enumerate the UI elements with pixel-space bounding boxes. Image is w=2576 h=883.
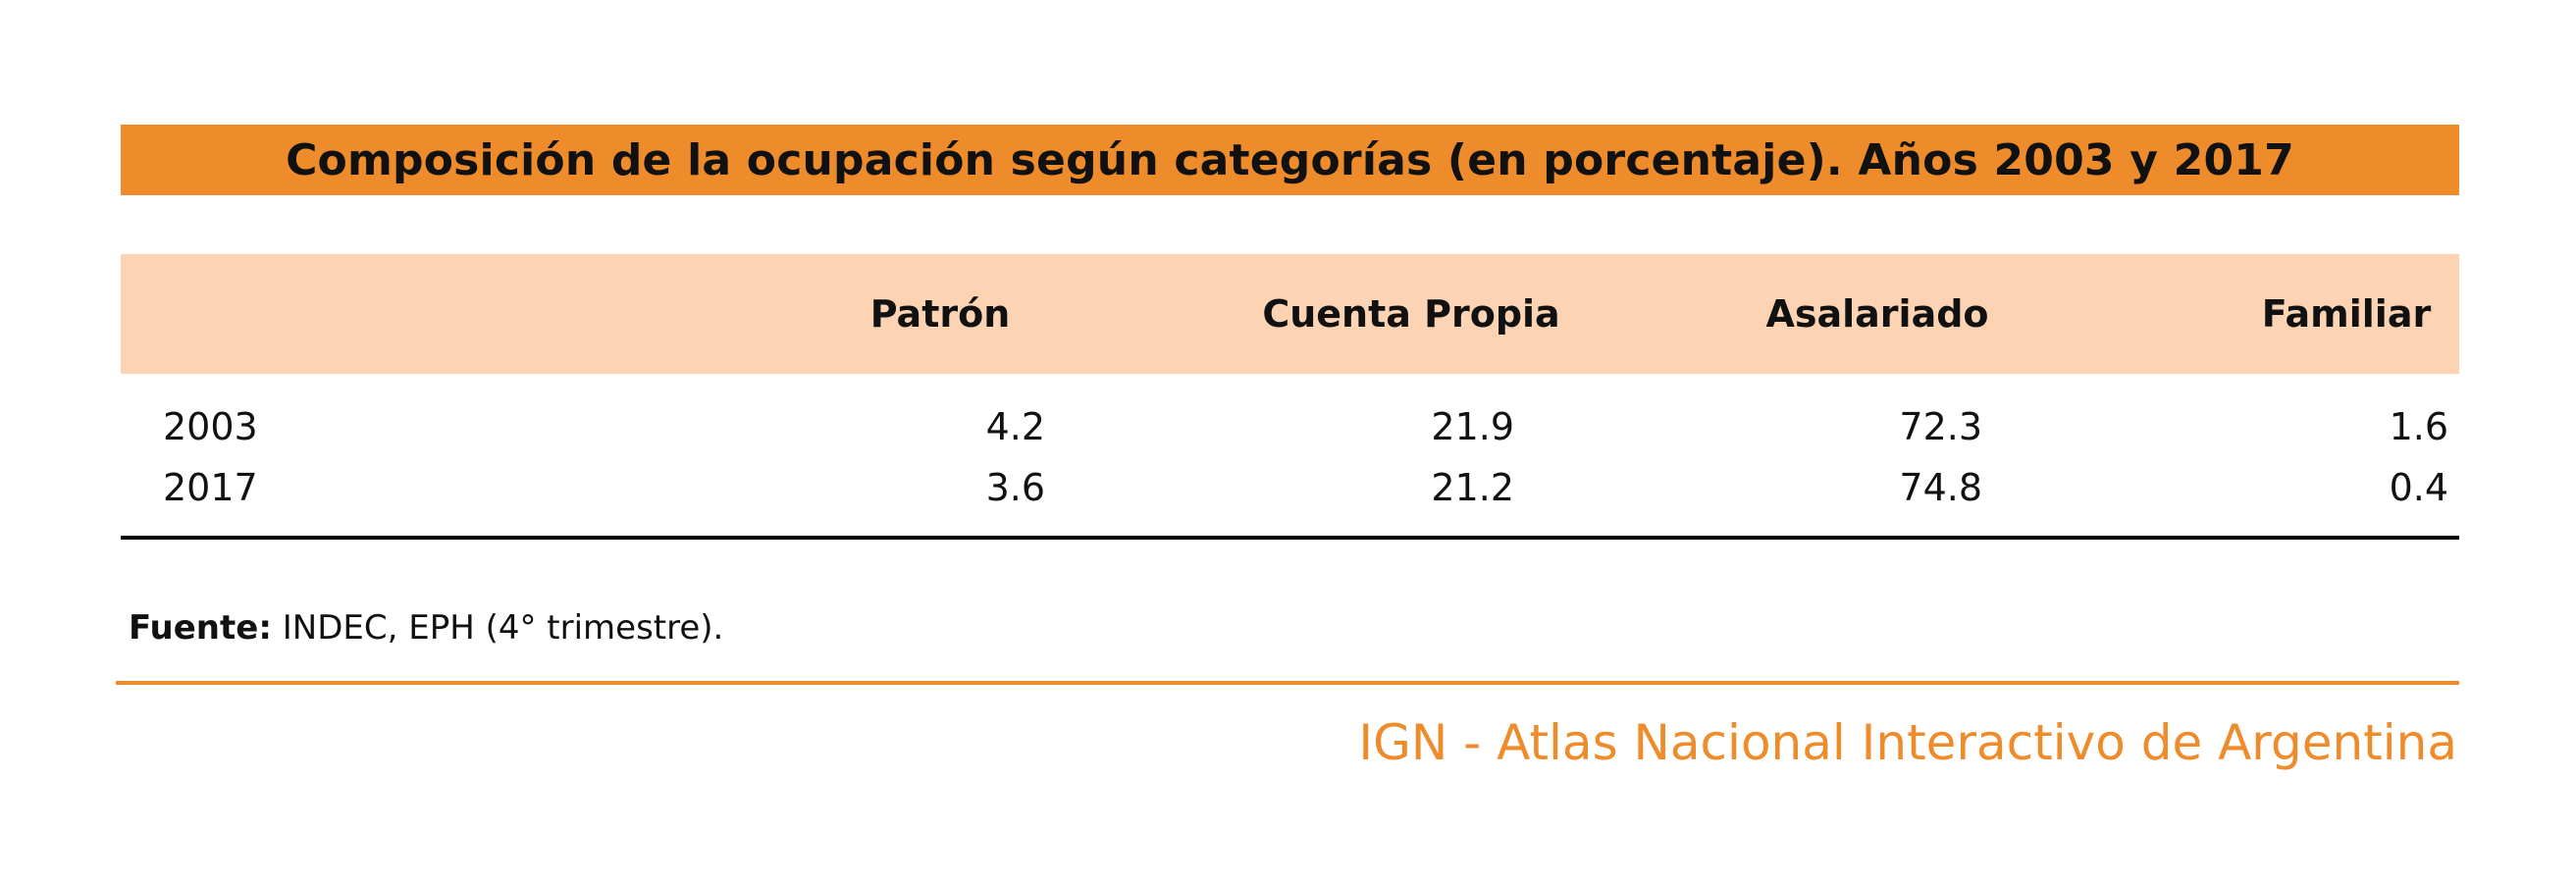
footer-brand: IGN - Atlas Nacional Interactivo de Arge…	[1358, 714, 2457, 771]
table-bottom-rule	[121, 536, 2459, 540]
column-header-cuenta-propia: Cuenta Propia	[1262, 292, 1560, 336]
source-label: Fuente:	[129, 608, 272, 648]
column-header-familiar: Familiar	[2261, 292, 2432, 336]
title-bar: Composición de la ocupación según catego…	[121, 125, 2459, 195]
table-cell: 4.2	[985, 405, 1045, 448]
table-cell: 1.6	[2389, 405, 2448, 448]
row-label-2003: 2003	[163, 405, 258, 448]
column-header-patron: Patrón	[869, 292, 1011, 336]
table-title: Composición de la ocupación según catego…	[286, 134, 2294, 185]
table-cell: 21.9	[1431, 405, 1514, 448]
table-header-band: Patrón Cuenta Propia Asalariado Familiar	[121, 254, 2459, 374]
source-text: INDEC, EPH (4° trimestre).	[271, 608, 724, 648]
table-cell: 21.2	[1431, 466, 1514, 509]
column-header-asalariado: Asalariado	[1765, 292, 1989, 336]
table-cell: 72.3	[1899, 405, 1982, 448]
table-cell: 0.4	[2389, 466, 2448, 509]
footer-divider	[116, 681, 2459, 685]
table-cell: 3.6	[985, 466, 1045, 509]
row-label-2017: 2017	[163, 466, 258, 509]
table-cell: 74.8	[1899, 466, 1982, 509]
source-note: Fuente: INDEC, EPH (4° trimestre).	[129, 608, 723, 648]
